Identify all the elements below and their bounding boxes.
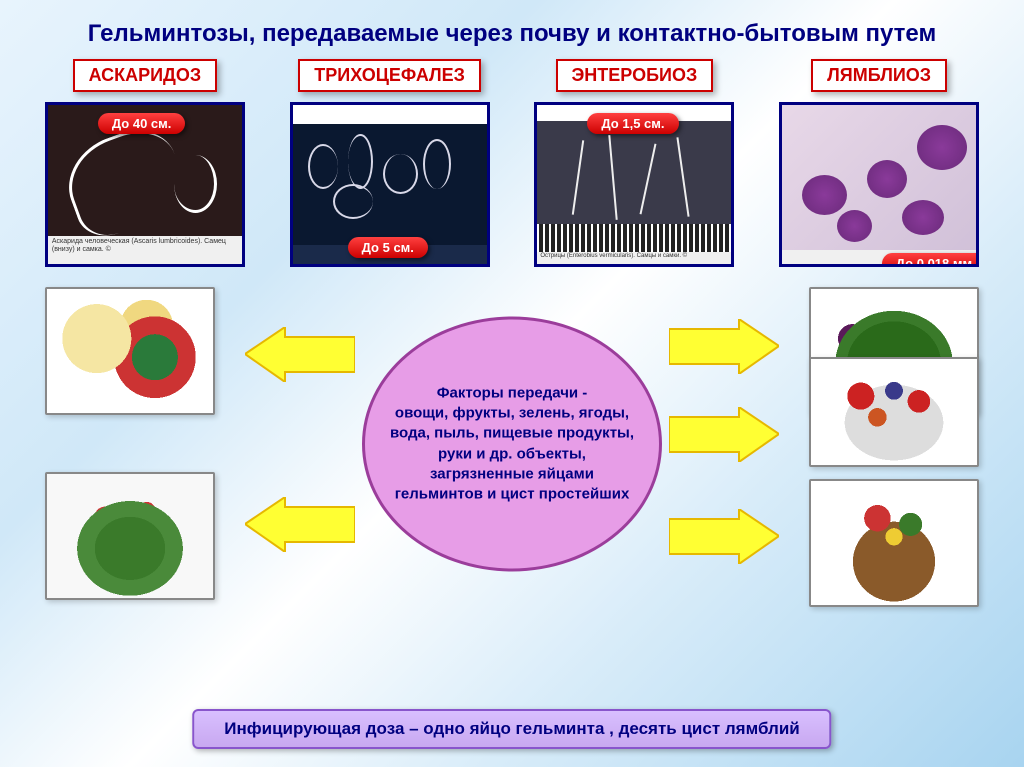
page-title: Гельминтозы, передаваемые через почву и … bbox=[0, 0, 1024, 59]
food-salad bbox=[45, 472, 215, 600]
disease-trihocefalez: ТРИХОЦЕФАЛЕЗ До 5 см. bbox=[275, 59, 505, 267]
specimen-image: До 40 см. Аскарида человеческая (Ascaris… bbox=[45, 102, 245, 267]
specimen-image: До 5 см. bbox=[290, 102, 490, 267]
size-badge: До 5 см. bbox=[348, 237, 428, 258]
disease-label: ЛЯМБЛИОЗ bbox=[811, 59, 947, 92]
middle-section: Факторы передачи - овощи, фрукты, зелень… bbox=[0, 279, 1024, 609]
size-badge: До 0,018 мм bbox=[882, 253, 979, 267]
arrow-icon bbox=[245, 327, 355, 382]
arrow-icon bbox=[669, 407, 779, 462]
center-heading: Факторы передачи - bbox=[437, 384, 588, 401]
bottom-bar: Инфицирующая доза – одно яйцо гельминта … bbox=[192, 709, 831, 749]
arrow-icon bbox=[245, 497, 355, 552]
disease-enterobioz: ЭНТЕРОБИОЗ До 1,5 см. Острицы (Enterobiu… bbox=[520, 59, 750, 267]
food-basket bbox=[809, 479, 979, 607]
disease-label: ЭНТЕРОБИОЗ bbox=[556, 59, 714, 92]
disease-label: АСКАРИДОЗ bbox=[73, 59, 218, 92]
specimen-image: До 0,018 мм bbox=[779, 102, 979, 267]
specimen-caption: Острицы (Enterobius vermicularis). Самцы… bbox=[537, 252, 731, 264]
arrow-icon bbox=[669, 509, 779, 564]
specimen-caption: Аскарида человеческая (Ascaris lumbricoi… bbox=[48, 236, 242, 264]
disease-lyamblioz: ЛЯМБЛИОЗ До 0,018 мм bbox=[764, 59, 994, 267]
size-badge: До 1,5 см. bbox=[587, 113, 678, 134]
center-oval: Факторы передачи - овощи, фрукты, зелень… bbox=[362, 317, 662, 572]
specimen-image: До 1,5 см. Острицы (Enterobius vermicula… bbox=[534, 102, 734, 267]
center-body: овощи, фрукты, зелень, ягоды, вода, пыль… bbox=[390, 405, 634, 503]
food-berries bbox=[809, 357, 979, 467]
size-badge: До 40 см. bbox=[98, 113, 186, 134]
center-text: Факторы передачи - овощи, фрукты, зелень… bbox=[385, 383, 639, 505]
disease-label: ТРИХОЦЕФАЛЕЗ bbox=[298, 59, 481, 92]
disease-ascaridoz: АСКАРИДОЗ До 40 см. Аскарида человеческа… bbox=[30, 59, 260, 267]
diseases-row: АСКАРИДОЗ До 40 см. Аскарида человеческа… bbox=[0, 59, 1024, 267]
arrow-icon bbox=[669, 319, 779, 374]
food-melon bbox=[45, 287, 215, 415]
